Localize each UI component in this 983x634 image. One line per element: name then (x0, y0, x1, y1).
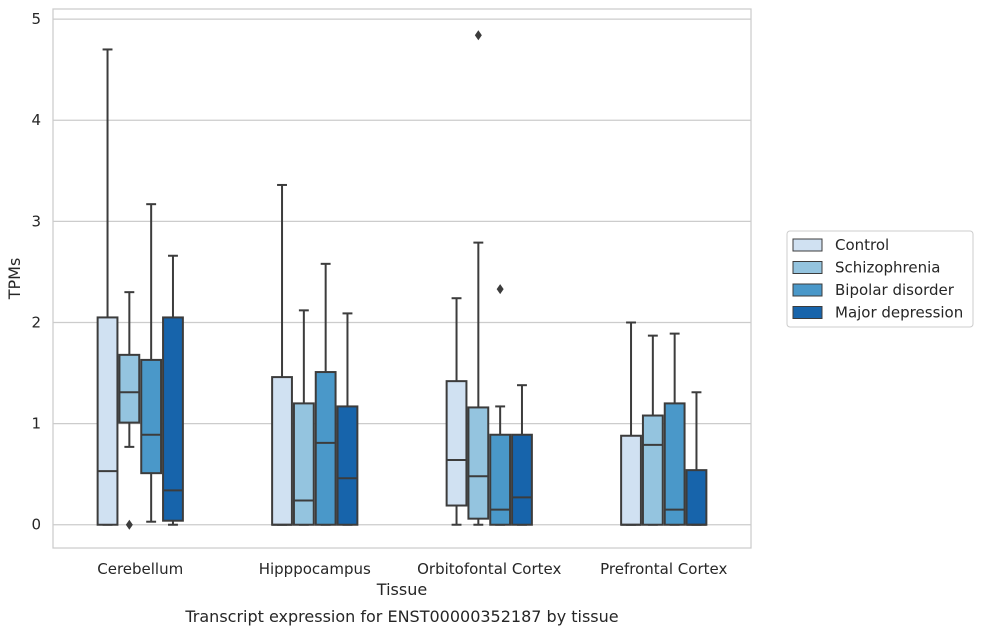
box-body (685, 469, 708, 526)
x-tick-label: Cerebellum (97, 560, 183, 578)
legend: Control Schizophrenia Bipolar disorder Majo… (786, 230, 974, 328)
x-tick-labels: Cerebellum Hipppocampus Orbitofontal Corte… (97, 560, 727, 578)
x-tick-label: Prefrontal Cortex (600, 560, 727, 578)
box-body (641, 414, 664, 526)
legend-label: Schizophrenia (835, 259, 940, 277)
legend-label: Bipolar disorder (835, 281, 955, 299)
box-body (489, 433, 512, 526)
box-body (445, 380, 468, 507)
y-tick-label: 5 (31, 10, 41, 28)
plot-boxes (96, 30, 708, 530)
box-body (663, 402, 686, 526)
legend-swatch (792, 261, 823, 274)
box-body (162, 316, 184, 522)
y-tick-label: 2 (31, 313, 41, 331)
box-body (292, 402, 315, 526)
legend-swatch (792, 238, 823, 252)
y-tick-labels: 0 1 2 3 4 5 (31, 10, 41, 534)
y-tick-label: 1 (31, 415, 41, 433)
box-body (140, 358, 163, 475)
legend-swatch (792, 283, 823, 297)
box-body (118, 353, 141, 424)
box-bipolar-disorder (140, 203, 163, 523)
flier-point (474, 30, 482, 41)
y-tick-label: 4 (31, 111, 41, 129)
box-body (336, 405, 359, 526)
box-major-depression (511, 384, 533, 526)
chart-caption: Transcript expression for ENST0000035218… (184, 607, 618, 626)
box-major-depression (685, 391, 708, 526)
legend-frame (786, 230, 974, 328)
box-control (96, 48, 119, 526)
box-body (511, 433, 533, 526)
box-schizophrenia (641, 334, 664, 526)
flier-point (125, 519, 133, 530)
box-body (620, 434, 642, 526)
flier-point (496, 284, 504, 295)
box-body (96, 316, 119, 526)
box-control (445, 297, 468, 526)
box-schizophrenia (118, 291, 141, 530)
x-axis-title: Tissue (376, 580, 427, 599)
box-control (271, 183, 293, 526)
legend-swatch (792, 306, 823, 319)
x-tick-label: Hipppocampus (259, 560, 371, 578)
y-axis-title: TPMs (5, 258, 24, 301)
box-major-depression (162, 254, 184, 526)
box-body (271, 376, 293, 526)
box-schizophrenia (292, 309, 315, 526)
box-body (467, 406, 490, 520)
legend-label: Control (835, 236, 889, 254)
x-tick-label: Orbitofontal Cortex (417, 560, 561, 578)
box-bipolar-disorder (314, 262, 337, 526)
box-body (314, 371, 337, 526)
plot-frame (52, 8, 752, 549)
y-tick-label: 3 (31, 212, 41, 230)
box-bipolar-disorder (489, 284, 512, 526)
box-major-depression (336, 312, 359, 526)
box-bipolar-disorder (663, 332, 686, 526)
legend-label: Major depression (835, 304, 963, 322)
box-schizophrenia (467, 30, 490, 526)
box-control (620, 321, 642, 526)
y-tick-label: 0 (31, 516, 41, 534)
